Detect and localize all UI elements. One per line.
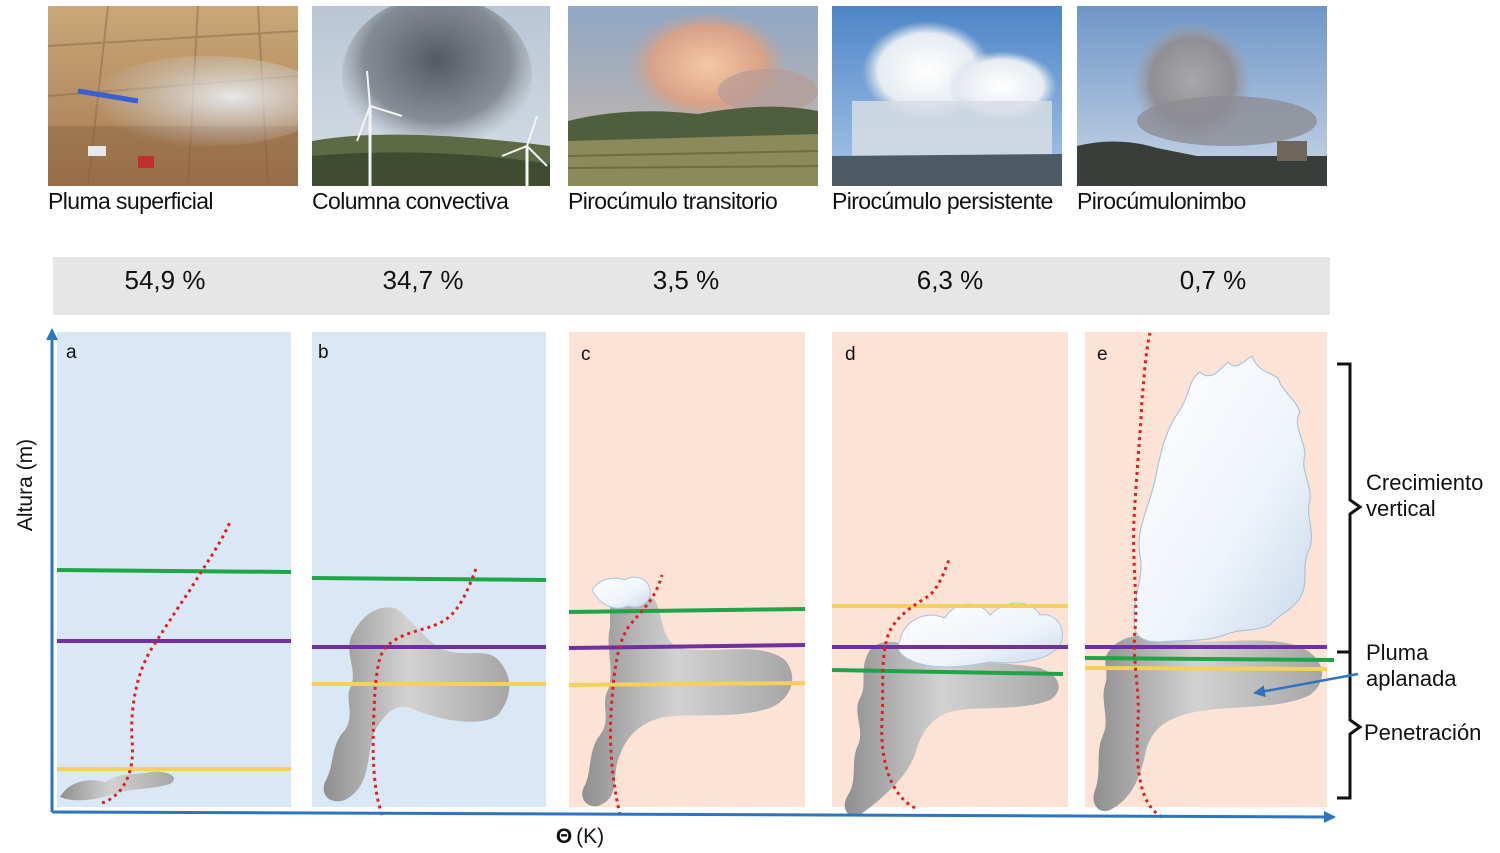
panel-letter-c: c [581,344,591,365]
pointer-arrow [1253,672,1359,698]
percent-b: 34,7 % [382,265,464,295]
cloud-cap-c [591,576,651,609]
theta-profile-b [371,565,479,816]
x-axis [51,810,1336,823]
pyrocumulonimbus-cloud-e [1133,355,1313,643]
x-axis-label: Θ (K) [556,825,604,848]
green-line-c [568,607,806,614]
bracket-penetracion [1337,650,1363,800]
caption-pirocumulo-transitorio: Pirocúmulo transitorio [568,188,778,214]
theta-profile-a [101,521,232,805]
smoke-plume-b [323,607,510,802]
caption-pluma-superficial: Pluma superficial [48,188,214,214]
x-axis-symbol: Θ [556,825,572,848]
label-pluma: Pluma [1366,640,1429,665]
x-axis-unit: (K) [576,825,604,848]
label-crecimiento: Crecimiento [1366,470,1483,495]
smoke-plume-e [1093,634,1322,812]
panel-letter-a: a [66,342,77,363]
green-line-a [56,568,292,574]
smoke-plume-d [844,641,1059,817]
label-vertical: vertical [1366,496,1436,521]
photo-pluma-superficial [48,6,298,186]
photo-columna-convectiva [312,6,550,186]
panel-letter-e: e [1097,344,1108,365]
percent-d: 6,3 % [916,265,984,295]
percentage-bar [53,257,1330,315]
caption-pirocumulonimbo: Pirocúmulonimbo [1077,188,1246,214]
yellow-line-c [568,681,806,687]
photo-pirocumulo-transitorio [568,6,818,186]
label-penetracion: Penetración [1364,720,1481,745]
caption-columna-convectiva: Columna convectiva [312,188,509,214]
photo-pirocumulonimbo [1077,6,1327,186]
green-line-d [831,668,1064,676]
label-aplanada: aplanada [1366,666,1457,691]
yellow-line-e [1084,666,1328,671]
panel-letter-d: d [845,344,856,365]
smoke-plume-a [60,771,174,801]
green-line-e [1084,656,1335,662]
panel-letter-b: b [318,342,329,363]
percent-c: 3,5 % [652,265,720,295]
bracket-crecimiento-vertical [1337,362,1363,654]
caption-pirocumulo-persistente: Pirocúmulo persistente [832,188,1053,214]
cloud-cap-d [897,602,1063,668]
green-line-b [311,576,547,582]
y-axis-label: Altura (m) [14,439,37,531]
photo-pirocumulo-persistente [832,6,1062,186]
percent-a: 54,9 % [124,265,206,295]
percent-e: 0,7 % [1179,265,1247,295]
purple-line-c [568,643,806,650]
